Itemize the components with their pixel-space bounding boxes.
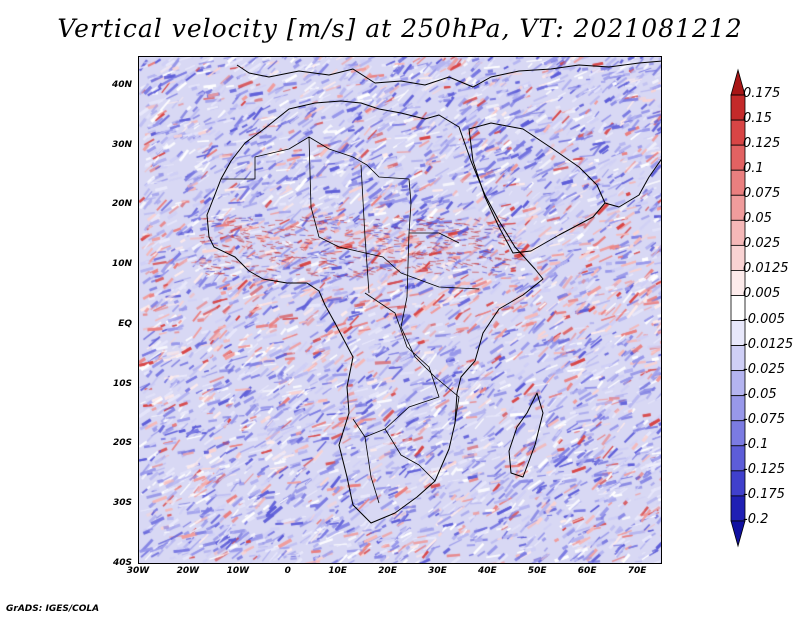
colorbar xyxy=(730,68,746,548)
colorbar-tick-label: 0.125 xyxy=(743,136,781,152)
arabia-coastline xyxy=(468,122,606,254)
lat-label: EQ xyxy=(118,318,132,329)
colorbar-tick-label: 0.005 xyxy=(743,286,781,302)
colorbar-tick-label: 0.1 xyxy=(743,161,764,177)
lon-label: 70E xyxy=(627,566,647,576)
lat-label: 40N xyxy=(111,79,132,90)
lon-label: 30W xyxy=(126,566,150,576)
colorbar-tick-label: -0.005 xyxy=(743,311,785,327)
lat-label: 30N xyxy=(111,139,132,150)
colorbar-tick-label: 0.0125 xyxy=(743,261,789,277)
colorbar-tick-label: -0.05 xyxy=(743,386,777,402)
lon-label: 50E xyxy=(527,566,547,576)
colorbar-tick-label: 0.15 xyxy=(743,111,772,127)
colorbar-tick-label: -0.1 xyxy=(743,436,769,452)
lat-label: 10N xyxy=(111,259,132,270)
lon-label: 10W xyxy=(226,566,250,576)
colorbar-tick-label: 0.05 xyxy=(743,211,772,227)
africa-coastline xyxy=(206,100,544,524)
map-title: Vertical velocity [m/s] at 250hPa, VT: 2… xyxy=(57,14,743,43)
lon-label: 10E xyxy=(328,566,347,576)
colorbar-swatch xyxy=(730,520,746,548)
colorbar-tick-label: -0.025 xyxy=(743,361,785,377)
lon-label: 30E xyxy=(428,566,447,576)
country-borders xyxy=(221,136,480,504)
velocity-map xyxy=(138,56,662,564)
europe-coastline xyxy=(236,60,661,88)
colorbar-tick-label: -0.175 xyxy=(743,486,785,502)
colorbar-tick-label: -0.125 xyxy=(743,461,785,477)
colorbar-tick-label: 0.025 xyxy=(743,236,781,252)
colorbar-tick-label: -0.075 xyxy=(743,411,785,427)
lat-label: 40S xyxy=(112,558,132,568)
lat-label: 10S xyxy=(112,378,132,389)
lon-label: 20E xyxy=(378,566,397,576)
lon-label: 40E xyxy=(477,566,497,576)
colorbar-tick-label: -0.0125 xyxy=(743,336,794,352)
lon-label: 60E xyxy=(577,566,597,576)
lon-label: 0 xyxy=(284,566,291,576)
colorbar-tick-label: -0.2 xyxy=(743,511,769,527)
asia-coastline xyxy=(604,158,661,208)
lat-label: 30S xyxy=(112,498,132,509)
lon-label: 20W xyxy=(176,566,200,576)
coastlines-and-borders xyxy=(206,60,661,524)
colorbar-tick-label: 0.075 xyxy=(743,186,781,202)
madagascar-coastline xyxy=(508,392,544,478)
lat-label: 20S xyxy=(112,438,132,449)
grads-credit: GrADS: IGES/COLA xyxy=(6,604,100,614)
colorbar-tick-label: 0.175 xyxy=(743,86,781,102)
lat-label: 20N xyxy=(111,199,132,210)
vertical-velocity-field xyxy=(139,57,661,563)
